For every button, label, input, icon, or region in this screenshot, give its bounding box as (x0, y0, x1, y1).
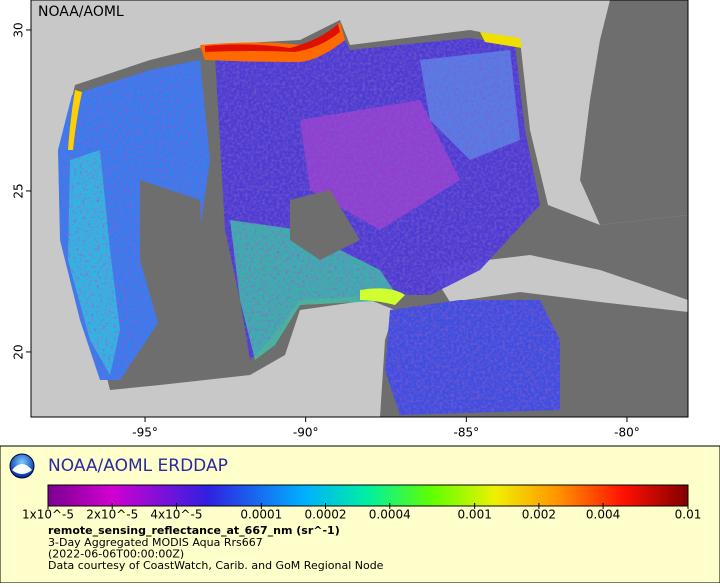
colorbar-tick-label: 4x10^-5 (150, 508, 202, 522)
colorbar (47, 484, 689, 507)
x-tick-label: -95° (132, 426, 158, 440)
colorbar-tick-label: 0.0004 (369, 508, 411, 522)
y-tick-label: 30 (12, 22, 26, 37)
x-tick-label: -85° (454, 426, 480, 440)
noaa-logo-bird (12, 464, 32, 474)
variable-name: remote_sensing_reflectance_at_667_nm (sr… (48, 524, 340, 537)
colorbar-tick-label: 0.004 (586, 508, 620, 522)
colorbar-tick-label: 0.01 (675, 508, 702, 522)
legend-lines: 3-Day Aggregated MODIS Aqua Rrs667(2022-… (48, 536, 384, 572)
map-frame (30, 0, 689, 418)
colorbar-tick-label: 0.002 (522, 508, 556, 522)
watermark: NOAA/AOML (38, 4, 124, 20)
legend-title: NOAA/AOML ERDDAP (48, 456, 228, 476)
y-tick-label: 25 (12, 183, 26, 198)
map (31, 0, 688, 417)
data-field (58, 30, 560, 415)
legend-line: (2022-06-06T00:00:00Z) (48, 548, 184, 561)
colorbar-tick-label: 2x10^-5 (86, 508, 138, 522)
legend-line: Data courtesy of CoastWatch, Carib. and … (48, 559, 384, 572)
y-tick-label: 20 (12, 344, 26, 359)
legend-line: 3-Day Aggregated MODIS Aqua Rrs667 (48, 536, 263, 549)
x-tick-label: -80° (614, 426, 640, 440)
x-tick-label: -90° (293, 426, 319, 440)
colorbar-tick-label: 0.001 (457, 508, 491, 522)
colorbar-tick-label: 1x10^-5 (22, 508, 74, 522)
colorbar-tick-label: 0.0002 (305, 508, 347, 522)
colorbar-tick-label: 0.0001 (240, 508, 282, 522)
